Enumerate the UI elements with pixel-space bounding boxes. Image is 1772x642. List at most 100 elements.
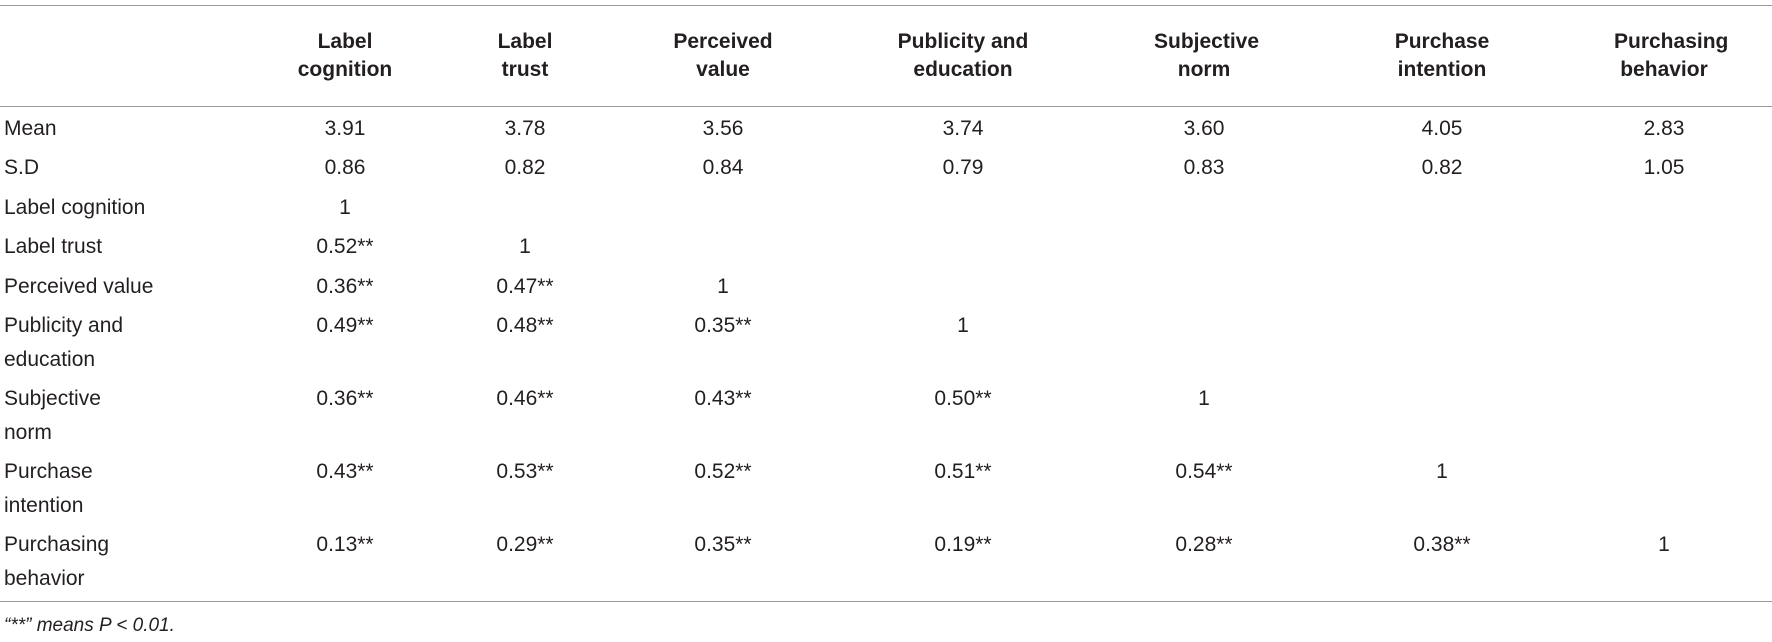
empty-cell — [846, 225, 1080, 265]
table-cell: 0.13** — [316, 533, 374, 556]
column-header-text: Perceived value — [673, 30, 773, 81]
table-cell: 1 — [1198, 387, 1210, 410]
empty-cell — [600, 186, 846, 226]
table-cell: 4.05 — [1421, 117, 1463, 140]
table-cell: 0.83 — [1183, 156, 1225, 179]
table-cell: 1 — [519, 235, 531, 258]
row-label: Label cognition — [4, 195, 146, 219]
table-row: Publicity and education 0.49** 0.48** 0.35*… — [0, 304, 1772, 377]
corner-cell — [0, 6, 240, 107]
row-label-cell: Label cognition — [0, 186, 240, 226]
table-cell: 1.05 — [1643, 156, 1685, 179]
table-cell: 0.43** — [694, 387, 752, 410]
row-label: S.D — [4, 156, 40, 179]
table-row: Purchase intention 0.43** 0.53** 0.52** 0.51… — [0, 450, 1772, 523]
table-row: S.D 0.86 0.82 0.84 0.79 0.83 0.82 1.05 — [0, 146, 1772, 186]
table-body: Mean 3.91 3.78 3.56 3.74 3.60 4.05 2.83 S.D 0.86 0… — [0, 107, 1772, 601]
table-cell: 0.28** — [1175, 533, 1233, 556]
column-header: Purchase intention — [1328, 6, 1556, 107]
empty-cell — [1080, 304, 1328, 377]
table-row: Subjective norm 0.36** 0.46** 0.43** 0.50** 1 — [0, 377, 1772, 450]
empty-cell — [1080, 225, 1328, 265]
column-header: Label cognition — [240, 6, 450, 107]
table-cell: 0.48** — [496, 314, 554, 337]
table-row: Purchasing behavior 0.13** 0.29** 0.35** 0.1… — [0, 523, 1772, 601]
row-label-cell: Label trust — [0, 225, 240, 265]
column-header-text: Purchase intention — [1394, 30, 1490, 81]
table-cell: 0.35** — [694, 533, 752, 556]
table-cell: 0.54** — [1175, 460, 1233, 483]
table-cell: 0.50** — [934, 387, 992, 410]
row-label-cell: Mean — [0, 107, 240, 147]
empty-cell — [846, 186, 1080, 226]
empty-cell — [1556, 265, 1772, 305]
table-cell: 1 — [717, 274, 729, 298]
row-label: Mean — [4, 117, 57, 140]
table-cell: 0.36** — [316, 274, 374, 298]
correlation-table: Label cognition Label trust Perceived valu… — [0, 5, 1772, 602]
table-cell: 1 — [957, 314, 969, 337]
row-label: Subjective norm — [4, 387, 101, 444]
table-cell: 1 — [339, 195, 351, 219]
column-header-text: Label cognition — [297, 30, 393, 81]
table-cell: 0.79 — [942, 156, 984, 179]
empty-cell — [1328, 186, 1556, 226]
table-cell: 3.56 — [702, 117, 744, 140]
table-cell: 0.82 — [504, 156, 546, 179]
table-cell: 1 — [1436, 460, 1448, 483]
table-cell: 3.74 — [942, 117, 984, 140]
empty-cell — [1556, 377, 1772, 450]
table-cell: 0.49** — [316, 314, 374, 337]
empty-cell — [450, 186, 600, 226]
table-header: Label cognition Label trust Perceived valu… — [0, 5, 1772, 107]
empty-cell — [1328, 225, 1556, 265]
row-label: Purchasing behavior — [4, 533, 110, 590]
column-header: Purchasing behavior — [1556, 6, 1772, 107]
empty-cell — [846, 265, 1080, 305]
row-label-cell: Perceived value — [0, 265, 240, 305]
header-row: Label cognition Label trust Perceived valu… — [0, 5, 1772, 107]
table-row: Label cognition 1 — [0, 186, 1772, 226]
empty-cell — [1328, 304, 1556, 377]
row-label-cell: Purchasing behavior — [0, 523, 240, 601]
table-cell: 0.47** — [496, 274, 554, 298]
column-header: Subjective norm — [1080, 6, 1328, 107]
empty-cell — [1080, 186, 1328, 226]
table-cell: 0.86 — [324, 156, 366, 179]
column-header-text: Publicity and education — [897, 30, 1029, 81]
empty-cell — [1556, 304, 1772, 377]
empty-cell — [600, 225, 846, 265]
empty-cell — [1080, 265, 1328, 305]
table-cell: 0.46** — [496, 387, 554, 410]
table-row: Label trust 0.52** 1 — [0, 225, 1772, 265]
table-cell: 2.83 — [1643, 117, 1685, 140]
column-header: Publicity and education — [846, 6, 1080, 107]
row-label-cell: Subjective norm — [0, 377, 240, 450]
row-label: Label trust — [4, 235, 103, 258]
column-header-text: Purchasing behavior — [1614, 30, 1729, 81]
table-cell: 1 — [1658, 533, 1670, 556]
column-header: Label trust — [450, 6, 600, 107]
empty-cell — [1556, 225, 1772, 265]
empty-cell — [1556, 450, 1772, 523]
empty-cell — [1328, 377, 1556, 450]
row-label-cell: S.D — [0, 146, 240, 186]
column-header-text: Label trust — [497, 30, 553, 81]
row-label-cell: Publicity and education — [0, 304, 240, 377]
table-cell: 0.52** — [316, 235, 374, 258]
row-label: Perceived value — [4, 274, 154, 298]
table-cell: 0.53** — [496, 460, 554, 483]
table-cell: 0.52** — [694, 460, 752, 483]
table-cell: 0.29** — [496, 533, 554, 556]
row-label-cell: Purchase intention — [0, 450, 240, 523]
column-header: Perceived value — [600, 6, 846, 107]
table-cell: 0.51** — [934, 460, 992, 483]
table-cell: 0.19** — [934, 533, 992, 556]
table-cell: 3.78 — [504, 117, 546, 140]
table-cell: 0.43** — [316, 460, 374, 483]
table-cell: 3.60 — [1183, 117, 1225, 140]
footnote: “**” means P < 0.01. — [4, 615, 175, 636]
table-cell: 0.82 — [1421, 156, 1463, 179]
table-cell: 0.36** — [316, 387, 374, 410]
